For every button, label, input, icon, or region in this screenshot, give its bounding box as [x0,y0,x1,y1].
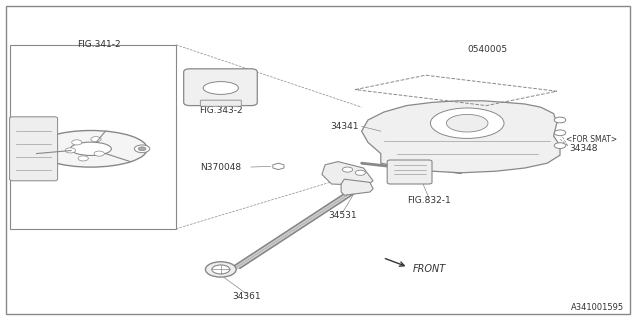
FancyBboxPatch shape [200,100,241,106]
Polygon shape [322,162,373,186]
Polygon shape [341,179,373,195]
Circle shape [78,156,88,161]
Text: FIG.343-2: FIG.343-2 [199,106,243,115]
FancyBboxPatch shape [10,117,58,181]
Text: FIG.341-2: FIG.341-2 [77,40,121,49]
Text: N370048: N370048 [200,163,241,172]
Text: FRONT: FRONT [413,264,446,274]
Circle shape [554,130,566,136]
Circle shape [138,147,146,151]
Ellipse shape [205,262,236,277]
Circle shape [134,145,150,153]
Text: 0540005: 0540005 [468,45,508,54]
Circle shape [355,170,365,175]
Circle shape [554,143,566,148]
FancyBboxPatch shape [184,69,257,106]
Text: <FOR SMAT>: <FOR SMAT> [566,135,618,144]
Ellipse shape [204,82,238,94]
Text: 34348: 34348 [570,144,598,153]
Bar [10,45,176,229]
Text: FIG.832-1: FIG.832-1 [407,196,451,205]
Ellipse shape [430,108,504,139]
Circle shape [72,140,82,145]
Ellipse shape [70,142,111,156]
Circle shape [342,167,353,172]
Circle shape [65,148,76,153]
Ellipse shape [212,265,230,274]
Polygon shape [273,163,284,170]
Text: 34361: 34361 [232,292,260,301]
Circle shape [94,151,104,156]
Text: A341001595: A341001595 [571,303,624,312]
Circle shape [554,117,566,123]
Text: 34341: 34341 [330,122,358,131]
Circle shape [91,137,101,142]
Polygon shape [362,101,560,173]
Ellipse shape [35,131,147,167]
FancyBboxPatch shape [387,160,432,184]
Text: 34531: 34531 [328,212,356,220]
Ellipse shape [447,115,488,132]
